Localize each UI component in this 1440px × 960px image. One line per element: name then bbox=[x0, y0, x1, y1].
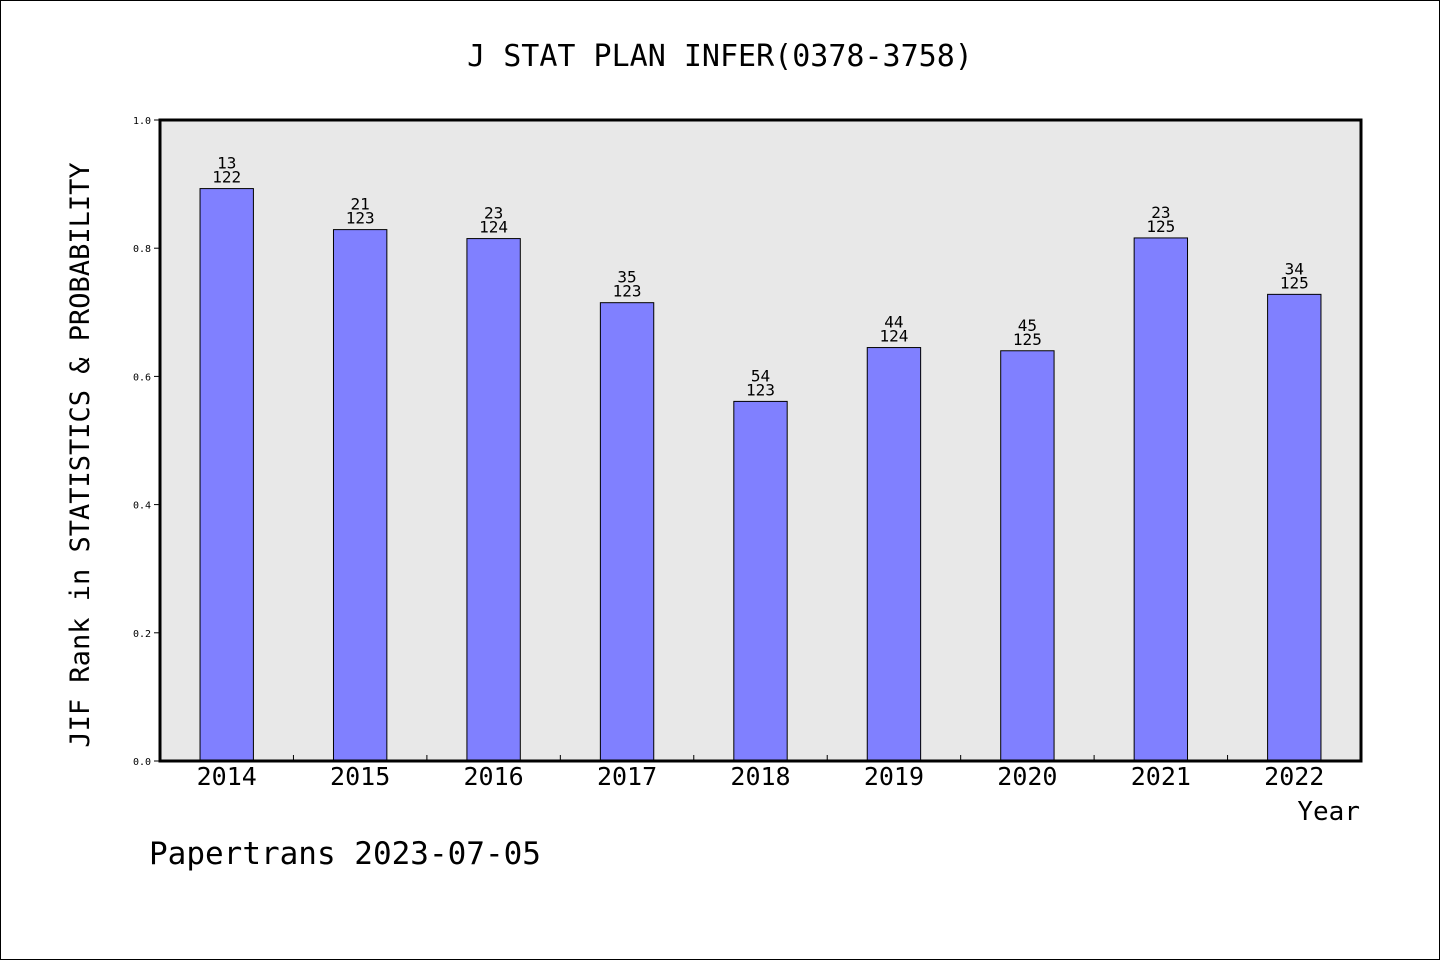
bar-total-label: 123 bbox=[746, 380, 775, 399]
bar-2018 bbox=[733, 400, 788, 762]
x-tick-label: 2018 bbox=[730, 762, 790, 791]
x-tick-label: 2019 bbox=[864, 762, 924, 791]
bar-2015 bbox=[332, 229, 388, 762]
x-axis-ticks: 2014 2015 2016 2017 2018 2019 2020 2021 2022 bbox=[197, 755, 1324, 791]
bars-layer bbox=[199, 188, 1322, 762]
bar-rank-label: 35 bbox=[617, 268, 636, 287]
bar-rank-label: 13 bbox=[217, 154, 236, 173]
bar-rank-label: 54 bbox=[751, 366, 770, 385]
bar-total-label: 123 bbox=[613, 282, 642, 301]
x-tick-label: 2017 bbox=[597, 762, 657, 791]
bar-total-label: 122 bbox=[212, 168, 241, 187]
x-tick-label: 2015 bbox=[330, 762, 390, 791]
bar-total-label: 125 bbox=[1146, 217, 1175, 236]
y-tick-label: 1.0 bbox=[133, 116, 151, 127]
x-tick-label: 2020 bbox=[997, 762, 1057, 791]
plot-border bbox=[158, 118, 1363, 763]
x-tick-label: 2021 bbox=[1131, 762, 1191, 791]
bar-rank-label: 21 bbox=[351, 195, 370, 214]
bar-2021 bbox=[1133, 237, 1189, 762]
y-tick-label: 0.6 bbox=[133, 372, 151, 383]
y-tick-label: 0.0 bbox=[133, 757, 151, 768]
bar-rank-label: 23 bbox=[484, 204, 503, 223]
bar-total-label: 125 bbox=[1013, 330, 1042, 349]
chart-title: J STAT PLAN INFER(0378-3758) bbox=[467, 39, 973, 74]
y-tick-label: 0.4 bbox=[133, 501, 151, 512]
bar-rank-label: 34 bbox=[1285, 259, 1304, 278]
bar-2016 bbox=[466, 238, 521, 762]
y-axis-ticks: 0.0 0.2 0.4 0.6 0.8 1.0 bbox=[133, 116, 160, 768]
x-tick-label: 2014 bbox=[197, 762, 257, 791]
x-tick-label: 2022 bbox=[1264, 762, 1324, 791]
bar-total-label: 124 bbox=[879, 327, 908, 346]
bar-rank-label: 44 bbox=[884, 313, 903, 332]
bar-rank-label: 23 bbox=[1151, 203, 1170, 222]
bar-total-label: 124 bbox=[479, 218, 508, 237]
x-axis-label: Year bbox=[1297, 797, 1360, 827]
bar-total-label: 125 bbox=[1280, 273, 1309, 292]
bar-rank-label: 45 bbox=[1018, 316, 1037, 335]
bar-2014 bbox=[199, 188, 254, 762]
bar-2019 bbox=[866, 347, 922, 762]
y-axis-label: JIF Rank in STATISTICS & PROBABILITY bbox=[65, 162, 96, 747]
credit-text: Papertrans 2023-07-05 bbox=[149, 836, 541, 872]
x-tick-label: 2016 bbox=[464, 762, 524, 791]
bar-total-label: 123 bbox=[346, 209, 375, 228]
y-tick-label: 0.2 bbox=[133, 629, 151, 640]
bar-2017 bbox=[599, 302, 655, 762]
bar-2022 bbox=[1267, 293, 1322, 762]
bar-2020 bbox=[1000, 350, 1055, 762]
y-tick-label: 0.8 bbox=[133, 244, 151, 255]
